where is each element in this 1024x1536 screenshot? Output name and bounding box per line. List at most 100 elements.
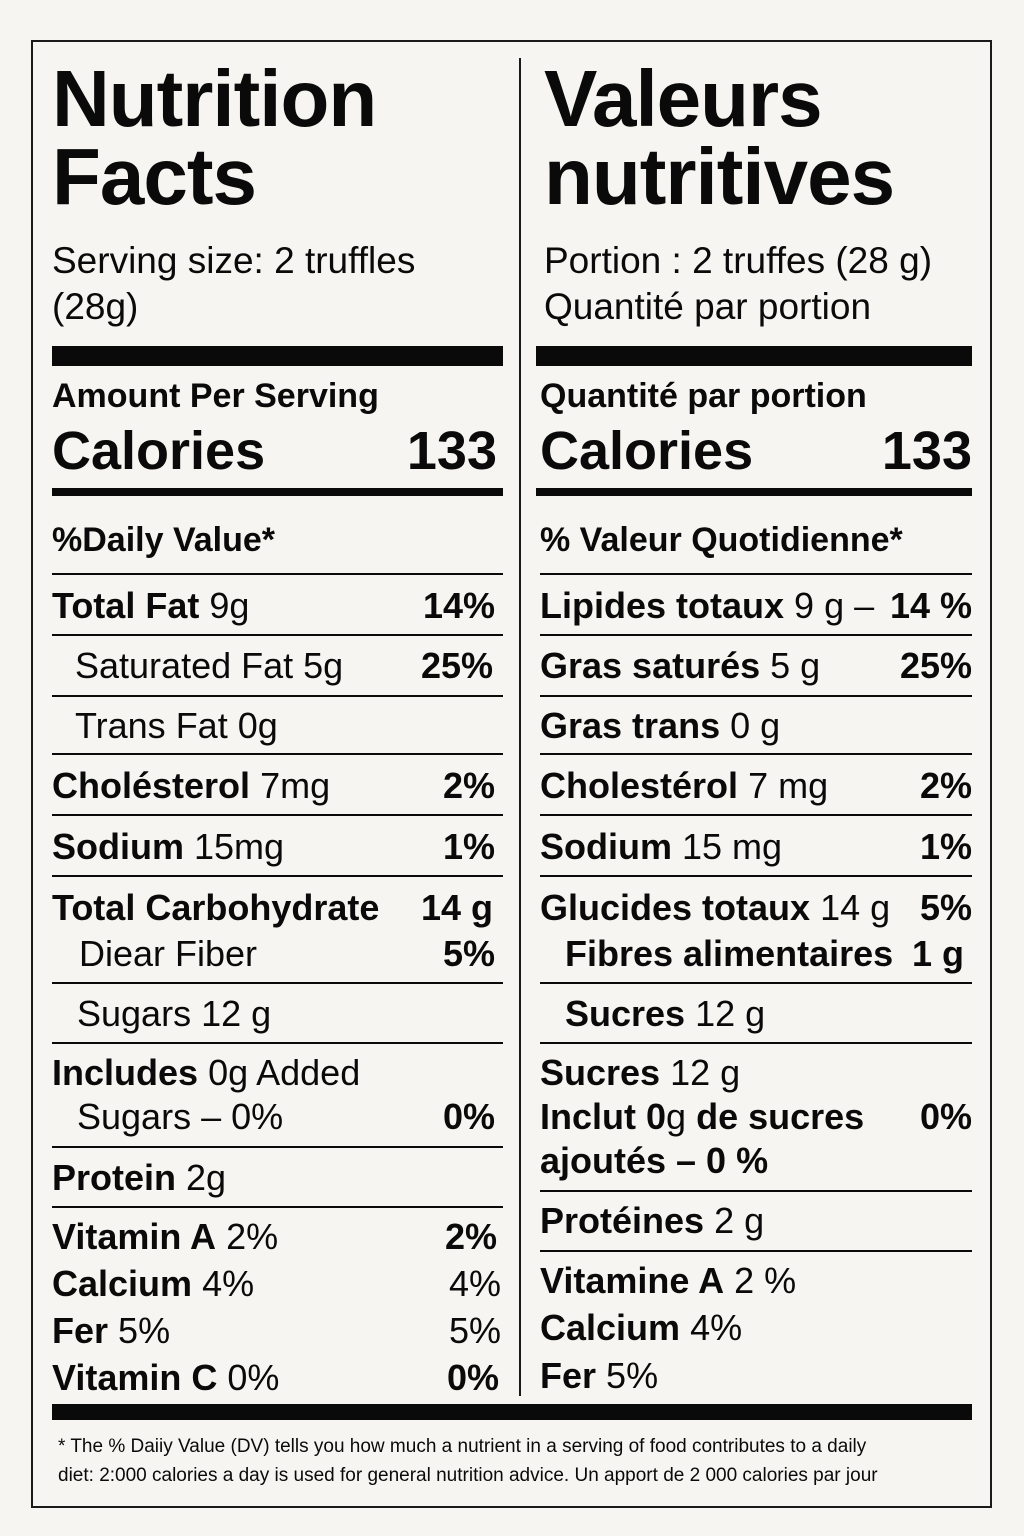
total-fat-amount: 9g <box>209 585 250 626</box>
glucides-dv: 5% <box>919 887 972 928</box>
french-calories-label: Calories <box>540 421 754 481</box>
fer-row: Fer 5% <box>540 1354 658 1398</box>
valeur-quotidienne-header: % Valeur Quotidienne* <box>540 521 903 559</box>
dietary-fiber-label: Diear Fiber <box>79 933 258 974</box>
row-divider <box>52 573 503 575</box>
fibres-amount: 1 g <box>911 933 964 974</box>
calories-value: 133 <box>406 421 497 481</box>
lipides-amount: 9 g – <box>794 585 875 626</box>
iron-label: Fer <box>52 1310 109 1351</box>
english-column: Nutrition Facts Serving size: 2 truffles… <box>52 0 503 1400</box>
row-divider <box>540 982 972 984</box>
nutrition-label-frame <box>31 40 992 1508</box>
inclut-dv: 0% <box>919 1096 972 1137</box>
dietary-fiber-dv: 5% <box>442 933 495 974</box>
calories-divider <box>52 488 503 496</box>
protein-label: Protein <box>52 1157 177 1198</box>
total-carbohydrate-label: Total Carbohydrate <box>52 887 380 928</box>
cholesterol-row: Cholésterol 7mg <box>52 764 330 808</box>
sucres-label: Sucres <box>565 993 686 1034</box>
saturated-fat-label: Saturated Fat 5g <box>75 645 344 686</box>
english-title-line1: Nutrition <box>52 54 377 143</box>
row-divider <box>52 1146 503 1148</box>
calcium-fr-row: Calcium 4% <box>540 1306 742 1350</box>
calcium-label: Calcium <box>52 1263 193 1304</box>
thick-divider <box>52 346 503 366</box>
french-serving-size: Portion : 2 truffes (28 g) Quantité par … <box>544 238 932 330</box>
sucres2-amount: 12 g <box>670 1052 741 1093</box>
french-title-line1: Valeurs <box>544 54 823 143</box>
row-divider <box>540 695 972 697</box>
portion-line2: Quantité par portion <box>544 286 872 327</box>
vitamin-c-amount: 0% <box>227 1357 280 1398</box>
column-divider <box>519 58 521 1396</box>
row-divider <box>540 814 972 816</box>
amount-per-serving: Amount Per Serving <box>52 377 379 415</box>
gras-satures-amount: 5 g <box>770 645 821 686</box>
iron-row: Fer 5% <box>52 1309 170 1353</box>
fibres-label: Fibres alimentaires <box>565 933 894 974</box>
fer-label: Fer <box>540 1355 597 1396</box>
french-column: Valeurs nutritives Portion : 2 truffes (… <box>536 0 972 1400</box>
sucres-amount: 12 g <box>695 993 766 1034</box>
row-divider <box>52 1042 503 1044</box>
row-divider <box>540 1190 972 1192</box>
vitamin-c-label: Vitamin C <box>52 1357 218 1398</box>
iron-amount: 5% <box>118 1310 171 1351</box>
lipides-row: Lipides totaux 9 g – <box>540 584 874 628</box>
gras-trans-row: Gras trans 0 g <box>540 704 780 748</box>
cholesterol-fr-label: Cholestérol <box>540 765 739 806</box>
sucres2-row: Sucres 12 g <box>540 1051 740 1095</box>
vitamine-a-label: Vitamine A <box>540 1260 725 1301</box>
cholesterol-dv: 2% <box>442 765 495 806</box>
row-divider <box>540 1042 972 1044</box>
vitamin-a-dv: 2% <box>444 1216 497 1257</box>
lipides-label: Lipides totaux <box>540 585 785 626</box>
vitamin-a-label: Vitamin A <box>52 1216 217 1257</box>
glucides-row: Glucides totaux 14 g <box>540 886 890 930</box>
gras-trans-label: Gras trans <box>540 705 721 746</box>
added-sugars-dv: 0% <box>442 1096 495 1137</box>
english-serving-size: Serving size: 2 truffles (28g) <box>52 238 415 330</box>
sucres-row: Sucres 12 g <box>565 992 765 1036</box>
sodium-fr-row: Sodium 15 mg <box>540 825 782 869</box>
serving-size-line2: (28g) <box>52 286 139 327</box>
calcium-fr-label: Calcium <box>540 1307 681 1348</box>
gras-satures-row: Gras saturés 5 g <box>540 644 820 688</box>
bottom-thick-divider <box>52 1404 972 1420</box>
cholesterol-label: Cholésterol <box>52 765 251 806</box>
total-carbohydrate-amount: 14 g <box>420 887 493 928</box>
sodium-fr-amount: 15 mg <box>682 826 783 867</box>
protein-amount: 2g <box>186 1157 227 1198</box>
footnote-line2: diet: 2:000 calories a day is used for g… <box>58 1465 878 1486</box>
portion-line1: Portion : 2 truffes (28 g) <box>544 240 933 281</box>
cholesterol-amount: 7mg <box>260 765 331 806</box>
calcium-row: Calcium 4% <box>52 1262 254 1306</box>
total-fat-label: Total Fat <box>52 585 200 626</box>
calories-label: Calories <box>52 421 266 481</box>
inclut-label2: de sucres <box>696 1096 865 1137</box>
sucres2-label: Sucres <box>540 1052 661 1093</box>
added-sugars-label: Includes <box>52 1052 199 1093</box>
sodium-dv: 1% <box>442 826 495 867</box>
sodium-fr-dv: 1% <box>919 826 972 867</box>
glucides-amount: 14 g <box>820 887 891 928</box>
row-divider <box>52 634 503 636</box>
serving-size-line1: Serving size: 2 truffles <box>52 240 416 281</box>
footnote: * The % Daiiy Value (DV) tells you how m… <box>58 1432 978 1490</box>
footnote-line1: * The % Daiiy Value (DV) tells you how m… <box>58 1436 867 1457</box>
french-title-line2: nutritives <box>544 132 895 221</box>
inclut-label: Inclut <box>540 1096 636 1137</box>
inclut-unit: g <box>666 1096 687 1137</box>
gras-satures-label: Gras saturés <box>540 645 761 686</box>
row-divider <box>52 875 503 877</box>
row-divider <box>52 695 503 697</box>
protein-row: Protein 2g <box>52 1156 226 1200</box>
total-fat-dv: 14% <box>422 585 495 626</box>
iron-dv: 5% <box>448 1310 501 1351</box>
saturated-fat-dv: 25% <box>420 645 493 686</box>
calories-divider <box>536 488 972 496</box>
cholesterol-fr-row: Cholestérol 7 mg <box>540 764 828 808</box>
english-title: Nutrition Facts <box>52 54 377 217</box>
vitamin-a-row: Vitamin A 2% <box>52 1215 278 1259</box>
